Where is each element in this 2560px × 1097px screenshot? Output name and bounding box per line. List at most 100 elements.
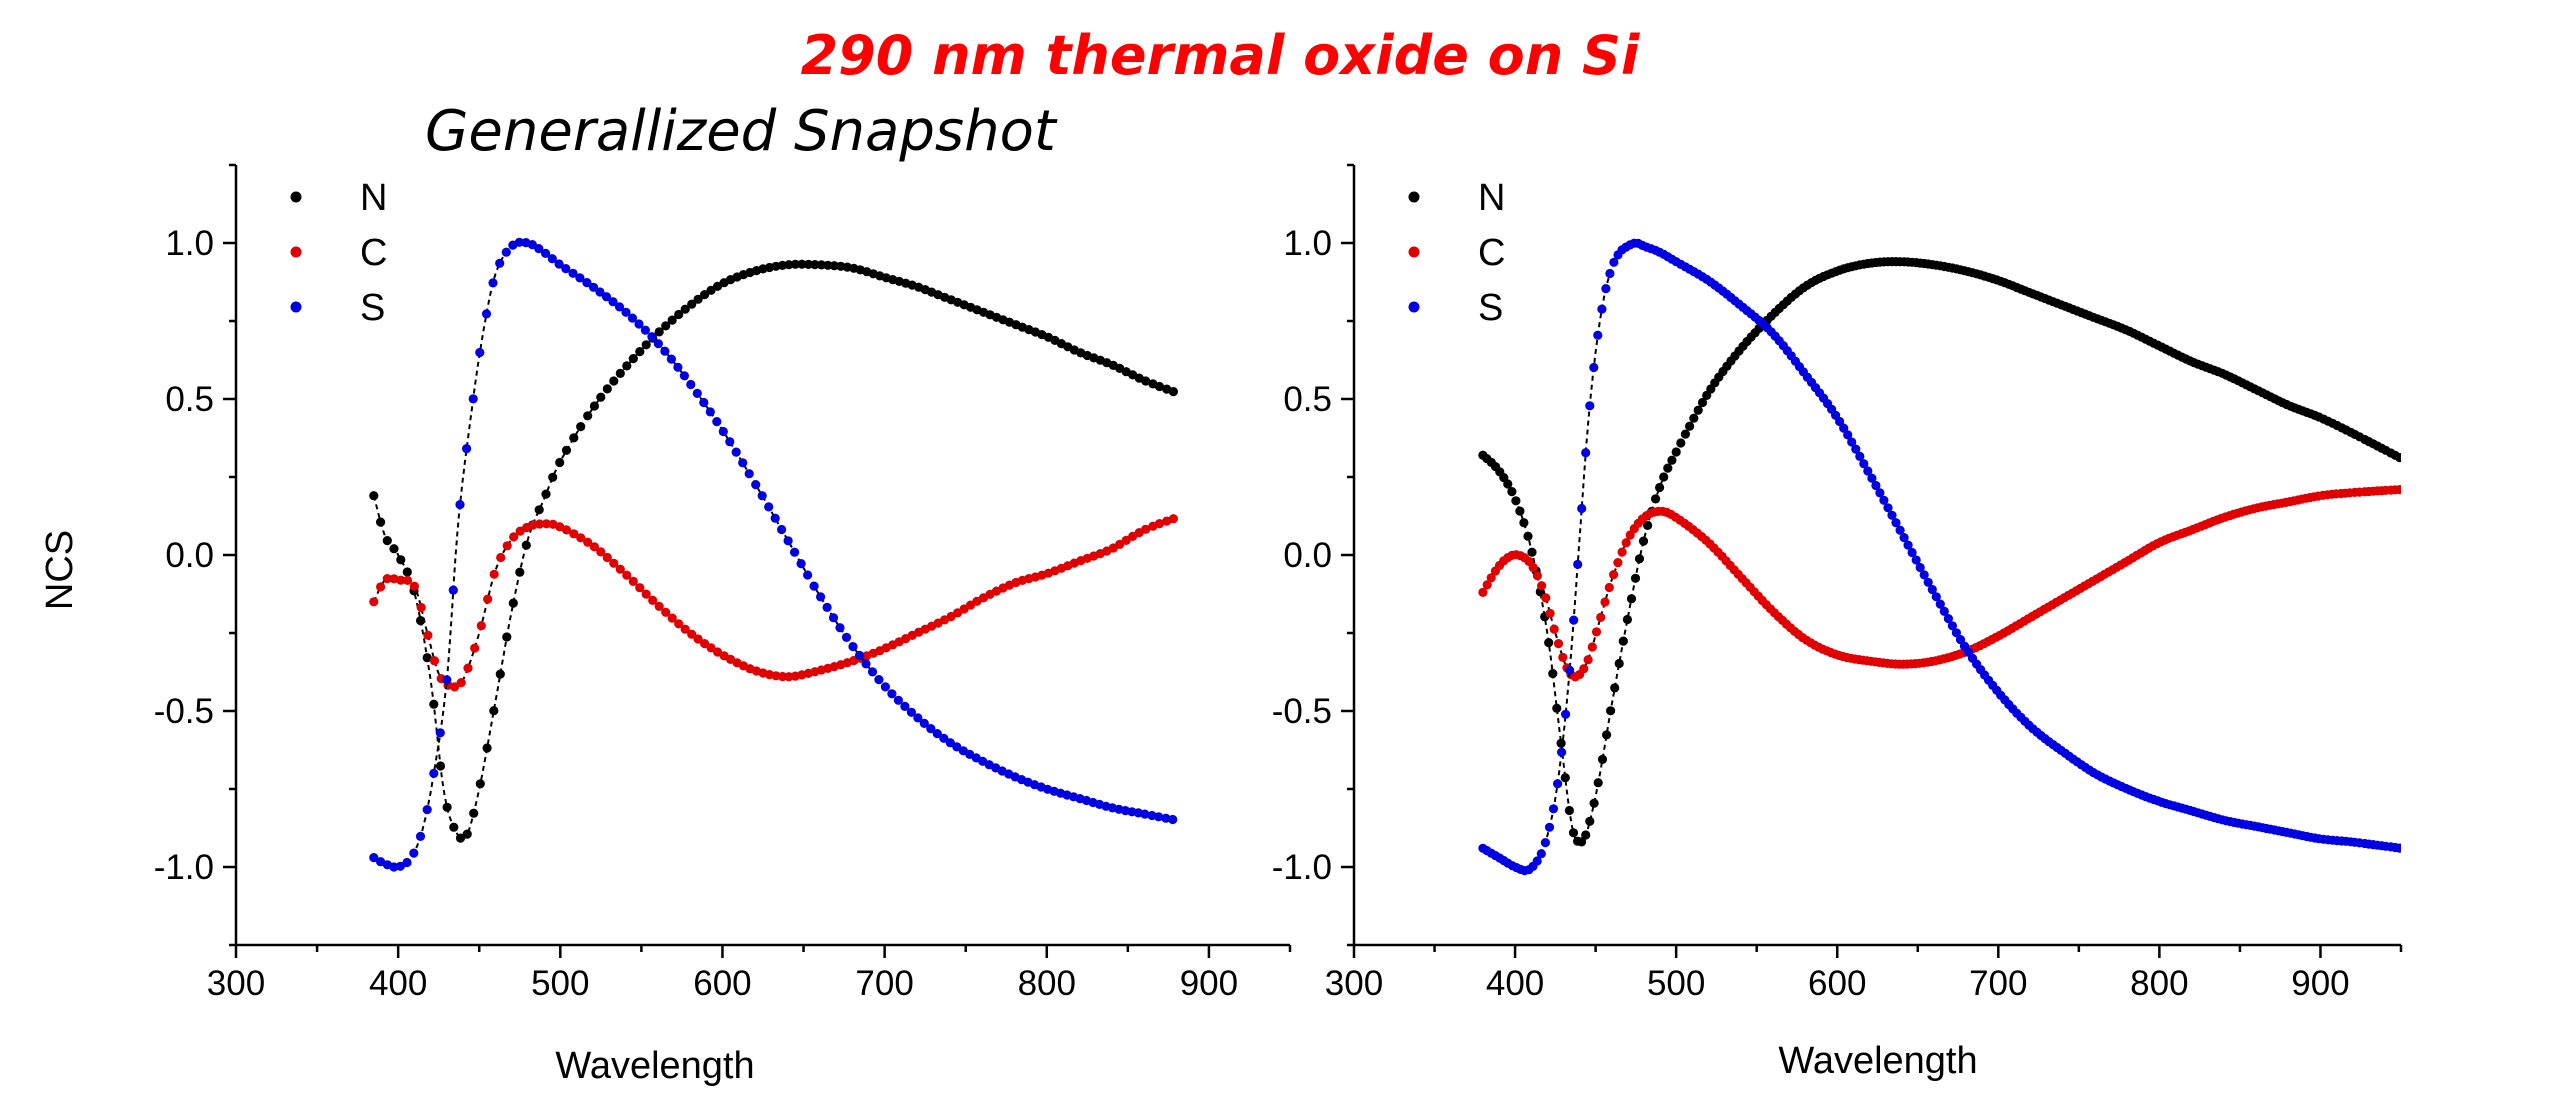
- series-C-point: [535, 519, 545, 529]
- series-S-point: [900, 701, 910, 712]
- series-C-point: [661, 607, 671, 617]
- series-S-point: [462, 444, 472, 454]
- series-N-point: [429, 699, 439, 709]
- series-S-point: [712, 417, 722, 427]
- series-S-point: [627, 313, 638, 323]
- series-S-point: [1585, 401, 1595, 411]
- series-S-point: [1609, 257, 1619, 267]
- series-S-point: [409, 848, 419, 858]
- series-S-point: [514, 237, 525, 247]
- series-N-point: [435, 761, 446, 771]
- series-C-point: [1541, 593, 1551, 603]
- x-tick-label: 500: [1647, 964, 1705, 1003]
- series-S-point: [939, 733, 949, 743]
- series-N-point: [654, 327, 664, 337]
- series-N-point: [534, 505, 544, 515]
- series-C-point: [589, 542, 600, 552]
- series-S-point: [1140, 809, 1150, 819]
- chart-1-x-axis-label: Wavelength: [555, 1045, 754, 1087]
- series-N-point: [1597, 754, 1608, 765]
- series-C-point: [641, 589, 651, 599]
- series-S-point: [634, 319, 644, 329]
- series-C-point: [1532, 571, 1542, 581]
- series-S-point: [790, 547, 800, 557]
- x-tick-label: 600: [1808, 964, 1866, 1003]
- series-S-point: [501, 247, 511, 257]
- series-N-point: [1585, 816, 1595, 826]
- series-S-point: [699, 397, 709, 408]
- series-S-point: [1903, 540, 1913, 550]
- series-N-point: [1655, 482, 1665, 493]
- series-N-point: [1634, 554, 1645, 564]
- series-C-point: [476, 621, 486, 631]
- series-N-point: [1552, 703, 1562, 713]
- series-C-point: [509, 532, 519, 542]
- series-S-point: [1947, 621, 1957, 631]
- series-N-point: [797, 259, 807, 269]
- series-C-point: [1528, 562, 1538, 573]
- series-S-point: [1923, 577, 1933, 587]
- series-N-point: [2395, 453, 2401, 463]
- legend-label-S: S: [360, 287, 385, 329]
- series-S-point: [887, 689, 897, 699]
- series-N-point: [462, 829, 472, 839]
- series-S-point: [906, 707, 917, 717]
- series-S-point: [1855, 451, 1865, 461]
- x-tick-label: 700: [1969, 964, 2027, 1003]
- plot-area: [1478, 238, 2401, 876]
- series-S-point: [1548, 804, 1559, 814]
- series-C-point: [541, 519, 552, 529]
- legend-marker-S: [1408, 301, 1420, 313]
- series-N-point: [1519, 518, 1529, 528]
- series-S-point: [926, 724, 936, 734]
- series-N-point: [1523, 531, 1533, 541]
- series-N-point: [583, 411, 593, 421]
- series-S-point: [1565, 665, 1575, 675]
- x-tick-label: 400: [1486, 964, 1544, 1003]
- series-C-point: [396, 575, 406, 585]
- series-N-point: [382, 536, 392, 546]
- series-S-point: [422, 805, 432, 815]
- series-S-point: [1915, 562, 1925, 573]
- series-S-point: [764, 502, 774, 512]
- series-S-point: [1863, 466, 1873, 476]
- series-S-point: [1867, 473, 1877, 483]
- series-N-point: [602, 384, 612, 394]
- series-N-point: [561, 445, 572, 455]
- series-S-point: [1951, 628, 1961, 638]
- y-tick-label: -1.0: [154, 848, 214, 887]
- series-S-point: [1931, 592, 1941, 602]
- series-S-point: [1835, 416, 1845, 427]
- x-tick-label: 300: [1325, 964, 1383, 1003]
- series-C-point: [615, 564, 625, 574]
- series-S-point: [705, 407, 715, 417]
- series-S-point: [1883, 503, 1893, 513]
- series-S-point: [1589, 362, 1599, 373]
- series-C-point: [1537, 581, 1547, 591]
- series-C-point: [1587, 642, 1597, 652]
- series-C-point: [429, 656, 440, 666]
- series-S-point: [880, 682, 891, 692]
- series-S-point: [867, 667, 878, 677]
- series-S-point: [1895, 525, 1905, 535]
- series-N-point: [1527, 547, 1537, 557]
- series-N-point: [1511, 496, 1521, 506]
- legend-marker-C: [290, 246, 302, 258]
- legend-marker-N: [1408, 191, 1420, 203]
- series-C-point: [561, 525, 572, 535]
- series-N-point: [455, 833, 466, 843]
- series-C-fit-line: [1482, 488, 2401, 678]
- y-tick-label: 1.0: [1283, 224, 1332, 263]
- series-C-point: [693, 634, 703, 644]
- series-S-point: [415, 831, 426, 842]
- series-N-point: [1602, 730, 1612, 740]
- y-tick-label: 0.0: [1283, 536, 1332, 575]
- series-S-point: [861, 659, 871, 669]
- series-C-point: [409, 581, 419, 591]
- series-N-point: [622, 361, 632, 371]
- series-N-point: [589, 401, 600, 411]
- series-C-point: [456, 678, 466, 688]
- series-C-point: [382, 574, 392, 584]
- series-C-point: [569, 529, 579, 539]
- series-N-point: [1680, 429, 1690, 439]
